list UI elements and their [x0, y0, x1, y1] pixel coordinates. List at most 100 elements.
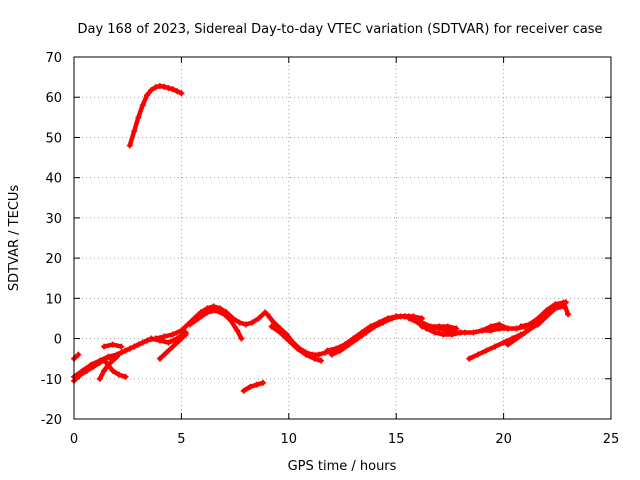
data-point	[483, 347, 490, 354]
data-point	[178, 90, 185, 97]
data-point	[174, 88, 181, 95]
x-tick-label: 15	[388, 432, 405, 447]
y-tick-label: 0	[54, 333, 62, 348]
y-tick-label: 30	[45, 212, 62, 227]
data-point	[182, 331, 189, 338]
data-point	[315, 351, 322, 358]
data-point	[139, 339, 146, 346]
data-point	[249, 319, 256, 326]
data-point	[161, 333, 168, 340]
data-point	[103, 359, 110, 366]
series-seg-8	[127, 83, 184, 148]
data-point	[212, 307, 219, 314]
series-seg-10	[187, 308, 244, 341]
data-point	[109, 357, 116, 364]
data-point	[487, 323, 494, 330]
plot-frame	[73, 56, 612, 420]
data-point	[270, 319, 277, 326]
data-point	[96, 375, 103, 382]
data-point	[513, 325, 520, 332]
data-series	[71, 82, 572, 394]
data-point	[176, 337, 183, 344]
data-point	[534, 315, 541, 322]
y-tick-label: 50	[45, 131, 62, 146]
data-point	[268, 323, 275, 330]
x-tick-label: 0	[70, 432, 78, 447]
data-point	[474, 351, 481, 358]
x-tick-label: 20	[495, 432, 512, 447]
data-point	[371, 323, 378, 330]
data-point	[109, 367, 116, 374]
data-point	[500, 339, 507, 346]
data-point	[204, 309, 211, 316]
series-seg-5	[103, 360, 128, 380]
data-point	[345, 341, 352, 348]
data-point	[431, 329, 438, 336]
data-point	[122, 347, 129, 354]
data-point	[109, 341, 116, 348]
data-point	[236, 319, 243, 326]
y-tick-label: 70	[45, 51, 62, 66]
data-point	[195, 315, 202, 322]
data-point	[186, 321, 193, 328]
data-point	[139, 102, 146, 109]
data-point	[337, 347, 344, 354]
data-point	[294, 345, 301, 352]
y-tick-label: -20	[41, 413, 62, 428]
x-tick-label: 10	[281, 432, 298, 447]
data-point	[253, 381, 260, 388]
data-point	[238, 335, 245, 342]
y-tick-label: -10	[41, 373, 62, 388]
data-point	[504, 325, 511, 332]
data-point	[148, 86, 155, 93]
data-point	[255, 315, 262, 322]
data-point	[116, 371, 123, 378]
data-point	[324, 347, 331, 354]
data-point	[492, 343, 499, 350]
data-point	[169, 343, 176, 350]
y-tick-label: 10	[45, 292, 62, 307]
chart-title: Day 168 of 2023, Sidereal Day-to-day VTE…	[77, 22, 602, 37]
data-point	[101, 343, 108, 350]
y-tick-label: 60	[45, 91, 62, 106]
data-point	[543, 307, 550, 314]
y-tick-label: 40	[45, 172, 62, 187]
data-point	[118, 343, 125, 350]
data-point	[144, 92, 151, 99]
data-point	[169, 331, 176, 338]
data-point	[79, 367, 86, 374]
data-point	[221, 311, 228, 318]
y-tick-label: 20	[45, 252, 62, 267]
data-point	[318, 357, 325, 364]
data-point	[496, 321, 503, 328]
data-point	[260, 379, 267, 386]
data-point	[418, 323, 425, 330]
data-point	[96, 357, 103, 364]
data-point	[131, 128, 138, 135]
data-point	[388, 315, 395, 322]
data-point	[517, 323, 524, 330]
data-point	[560, 303, 567, 310]
data-point	[504, 341, 511, 348]
data-point	[113, 353, 120, 360]
data-point	[453, 325, 460, 332]
data-point	[264, 311, 271, 318]
data-point	[88, 361, 95, 368]
data-point	[427, 323, 434, 330]
data-point	[513, 335, 520, 342]
data-point	[122, 373, 129, 380]
data-point	[240, 387, 247, 394]
data-point	[156, 82, 163, 89]
data-point	[440, 331, 447, 338]
x-axis-label: GPS time / hours	[288, 459, 397, 474]
data-point	[165, 339, 172, 346]
data-point	[565, 311, 572, 318]
data-point	[227, 317, 234, 324]
axis-ticks: 0 5 10 15 20 25 -20 -10 0 10 20 30 40 50 60 70	[41, 51, 620, 447]
data-point	[543, 313, 550, 320]
data-point	[522, 329, 529, 336]
x-tick-label: 5	[177, 432, 185, 447]
data-point	[285, 337, 292, 344]
data-point	[466, 355, 473, 362]
data-point	[131, 343, 138, 350]
